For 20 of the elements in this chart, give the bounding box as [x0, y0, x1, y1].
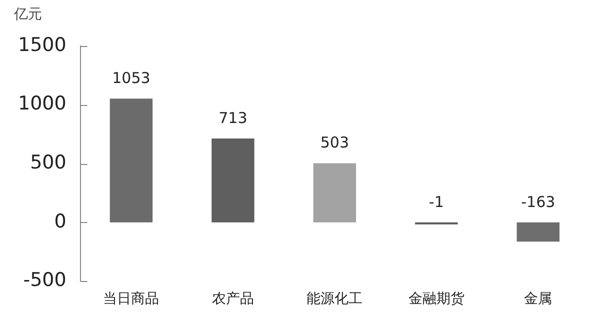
- y-tick-label: 500: [30, 152, 66, 174]
- bar: [313, 163, 356, 222]
- y-axis-title: 亿元: [13, 6, 42, 23]
- data-label: 1053: [112, 68, 150, 87]
- data-label: 503: [320, 134, 349, 152]
- x-tick-label: 金属: [524, 291, 552, 308]
- data-label: -1: [428, 192, 444, 211]
- x-tick-label: 能源化工: [306, 291, 363, 308]
- bar: [212, 138, 254, 222]
- x-tick-label: 金融期货: [408, 291, 464, 308]
- x-tick-label: 当日商品: [103, 291, 160, 308]
- data-label: -163: [521, 192, 556, 211]
- y-tick-label: 0: [54, 210, 66, 232]
- x-tick-label: 农产品: [212, 291, 254, 308]
- y-tick-label: -500: [23, 269, 66, 292]
- y-tick-label: 1500: [18, 34, 66, 56]
- bar: [516, 222, 560, 242]
- bar: [110, 98, 153, 222]
- y-tick-label: 1000: [18, 92, 66, 115]
- data-label: 713: [218, 108, 248, 127]
